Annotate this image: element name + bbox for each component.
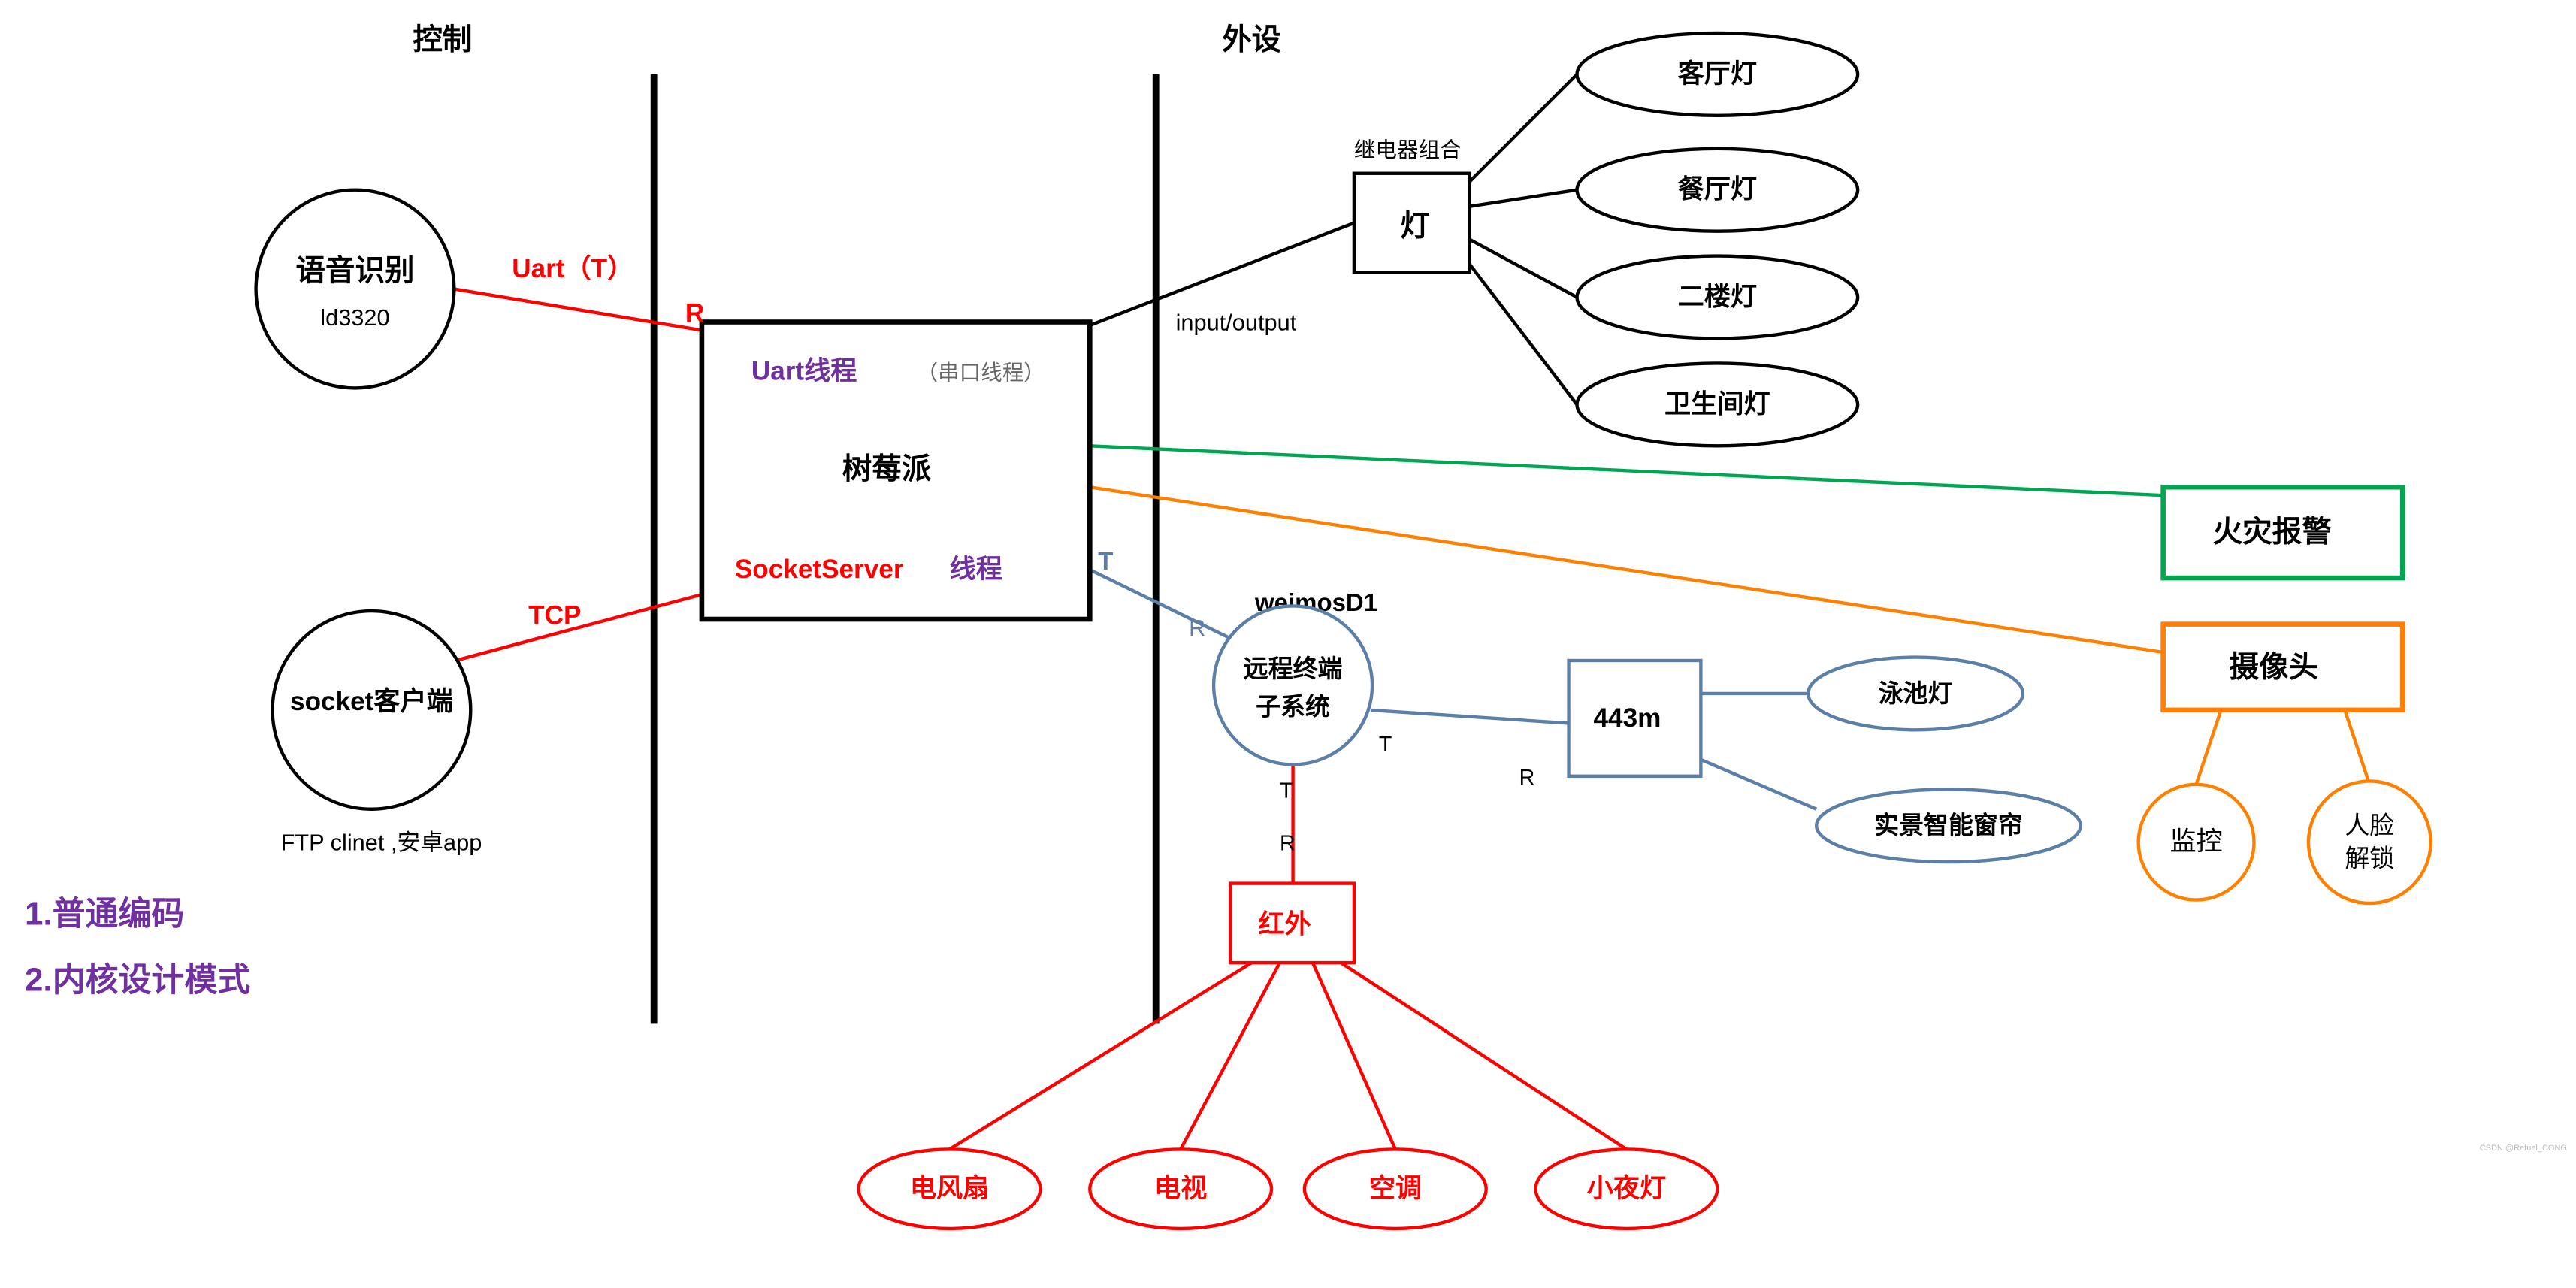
svg-text:人脸: 人脸 xyxy=(2345,812,2394,839)
svg-text:解锁: 解锁 xyxy=(2345,845,2394,872)
svg-text:T: T xyxy=(1098,547,1113,575)
svg-text:红外: 红外 xyxy=(1258,910,1311,939)
face-unlock-node xyxy=(2308,781,2431,903)
system-diagram: 控制 外设 1.普通编码 2.内核设计模式 Uart（T） TCP 语音识别 ld3320 so… xyxy=(0,0,2576,1288)
svg-text:443m: 443m xyxy=(1594,703,1661,733)
svg-text:Uart（T）: Uart（T） xyxy=(512,254,633,283)
svg-text:电风扇: 电风扇 xyxy=(910,1174,989,1203)
remote-terminal-node xyxy=(1214,606,1372,764)
svg-text:灯: 灯 xyxy=(1400,210,1430,243)
svg-text:（串口线程）: （串口线程） xyxy=(917,361,1045,385)
svg-text:二楼灯: 二楼灯 xyxy=(1678,283,1757,312)
svg-text:T: T xyxy=(1379,733,1392,757)
svg-text:R: R xyxy=(1189,615,1205,641)
edge xyxy=(454,289,702,331)
svg-text:T: T xyxy=(1280,779,1293,803)
svg-text:监控: 监控 xyxy=(2169,827,2222,857)
svg-text:R: R xyxy=(685,299,704,328)
svg-text:R: R xyxy=(1519,766,1535,790)
edge xyxy=(1090,570,1235,640)
edge xyxy=(1470,190,1577,207)
svg-text:TCP: TCP xyxy=(528,601,581,630)
svg-text:socket客户端: socket客户端 xyxy=(290,686,453,716)
edge xyxy=(2345,710,2369,785)
edge xyxy=(1090,446,2163,495)
edge xyxy=(1181,963,1280,1149)
edge xyxy=(1470,74,1577,182)
svg-text:1.普通编码: 1.普通编码 xyxy=(25,896,184,933)
svg-text:空调: 空调 xyxy=(1369,1174,1422,1203)
svg-text:餐厅灯: 餐厅灯 xyxy=(1678,175,1757,204)
svg-text:Uart线程: Uart线程 xyxy=(751,356,857,385)
svg-text:ld3320: ld3320 xyxy=(320,304,389,331)
svg-text:外设: 外设 xyxy=(1222,23,1282,56)
svg-text:小夜灯: 小夜灯 xyxy=(1587,1174,1666,1203)
edge xyxy=(1701,760,1816,809)
svg-text:实景智能窗帘: 实景智能窗帘 xyxy=(1874,812,2023,839)
svg-text:泳池灯: 泳池灯 xyxy=(1879,679,1953,707)
svg-text:控制: 控制 xyxy=(413,23,472,56)
svg-text:input/output: input/output xyxy=(1176,309,1297,335)
svg-text:子系统: 子系统 xyxy=(1256,692,1330,720)
edge xyxy=(1470,265,1577,405)
watermark: CSDN @Refuel_CONG xyxy=(2480,1144,2567,1153)
svg-text:树莓派: 树莓派 xyxy=(842,452,932,485)
svg-text:继电器组合: 继电器组合 xyxy=(1354,138,1462,162)
edge xyxy=(1470,240,1577,298)
svg-text:远程终端: 远程终端 xyxy=(1244,655,1343,682)
svg-text:FTP clinet ,安卓app: FTP clinet ,安卓app xyxy=(281,830,482,856)
svg-text:摄像头: 摄像头 xyxy=(2230,651,2319,684)
svg-text:卫生间灯: 卫生间灯 xyxy=(1664,389,1770,419)
svg-text:线程: 线程 xyxy=(950,555,1002,584)
svg-text:语音识别: 语音识别 xyxy=(295,255,414,288)
svg-text:R: R xyxy=(1280,832,1296,856)
svg-text:SocketServer: SocketServer xyxy=(735,555,904,584)
svg-text:客厅灯: 客厅灯 xyxy=(1678,59,1757,89)
svg-text:火灾报警: 火灾报警 xyxy=(2213,516,2333,549)
svg-text:2.内核设计模式: 2.内核设计模式 xyxy=(25,961,250,998)
edge xyxy=(1371,710,1569,724)
edge xyxy=(2197,710,2221,785)
edge xyxy=(950,963,1252,1149)
voice-recognition-node xyxy=(256,190,455,389)
svg-text:电视: 电视 xyxy=(1154,1174,1207,1203)
